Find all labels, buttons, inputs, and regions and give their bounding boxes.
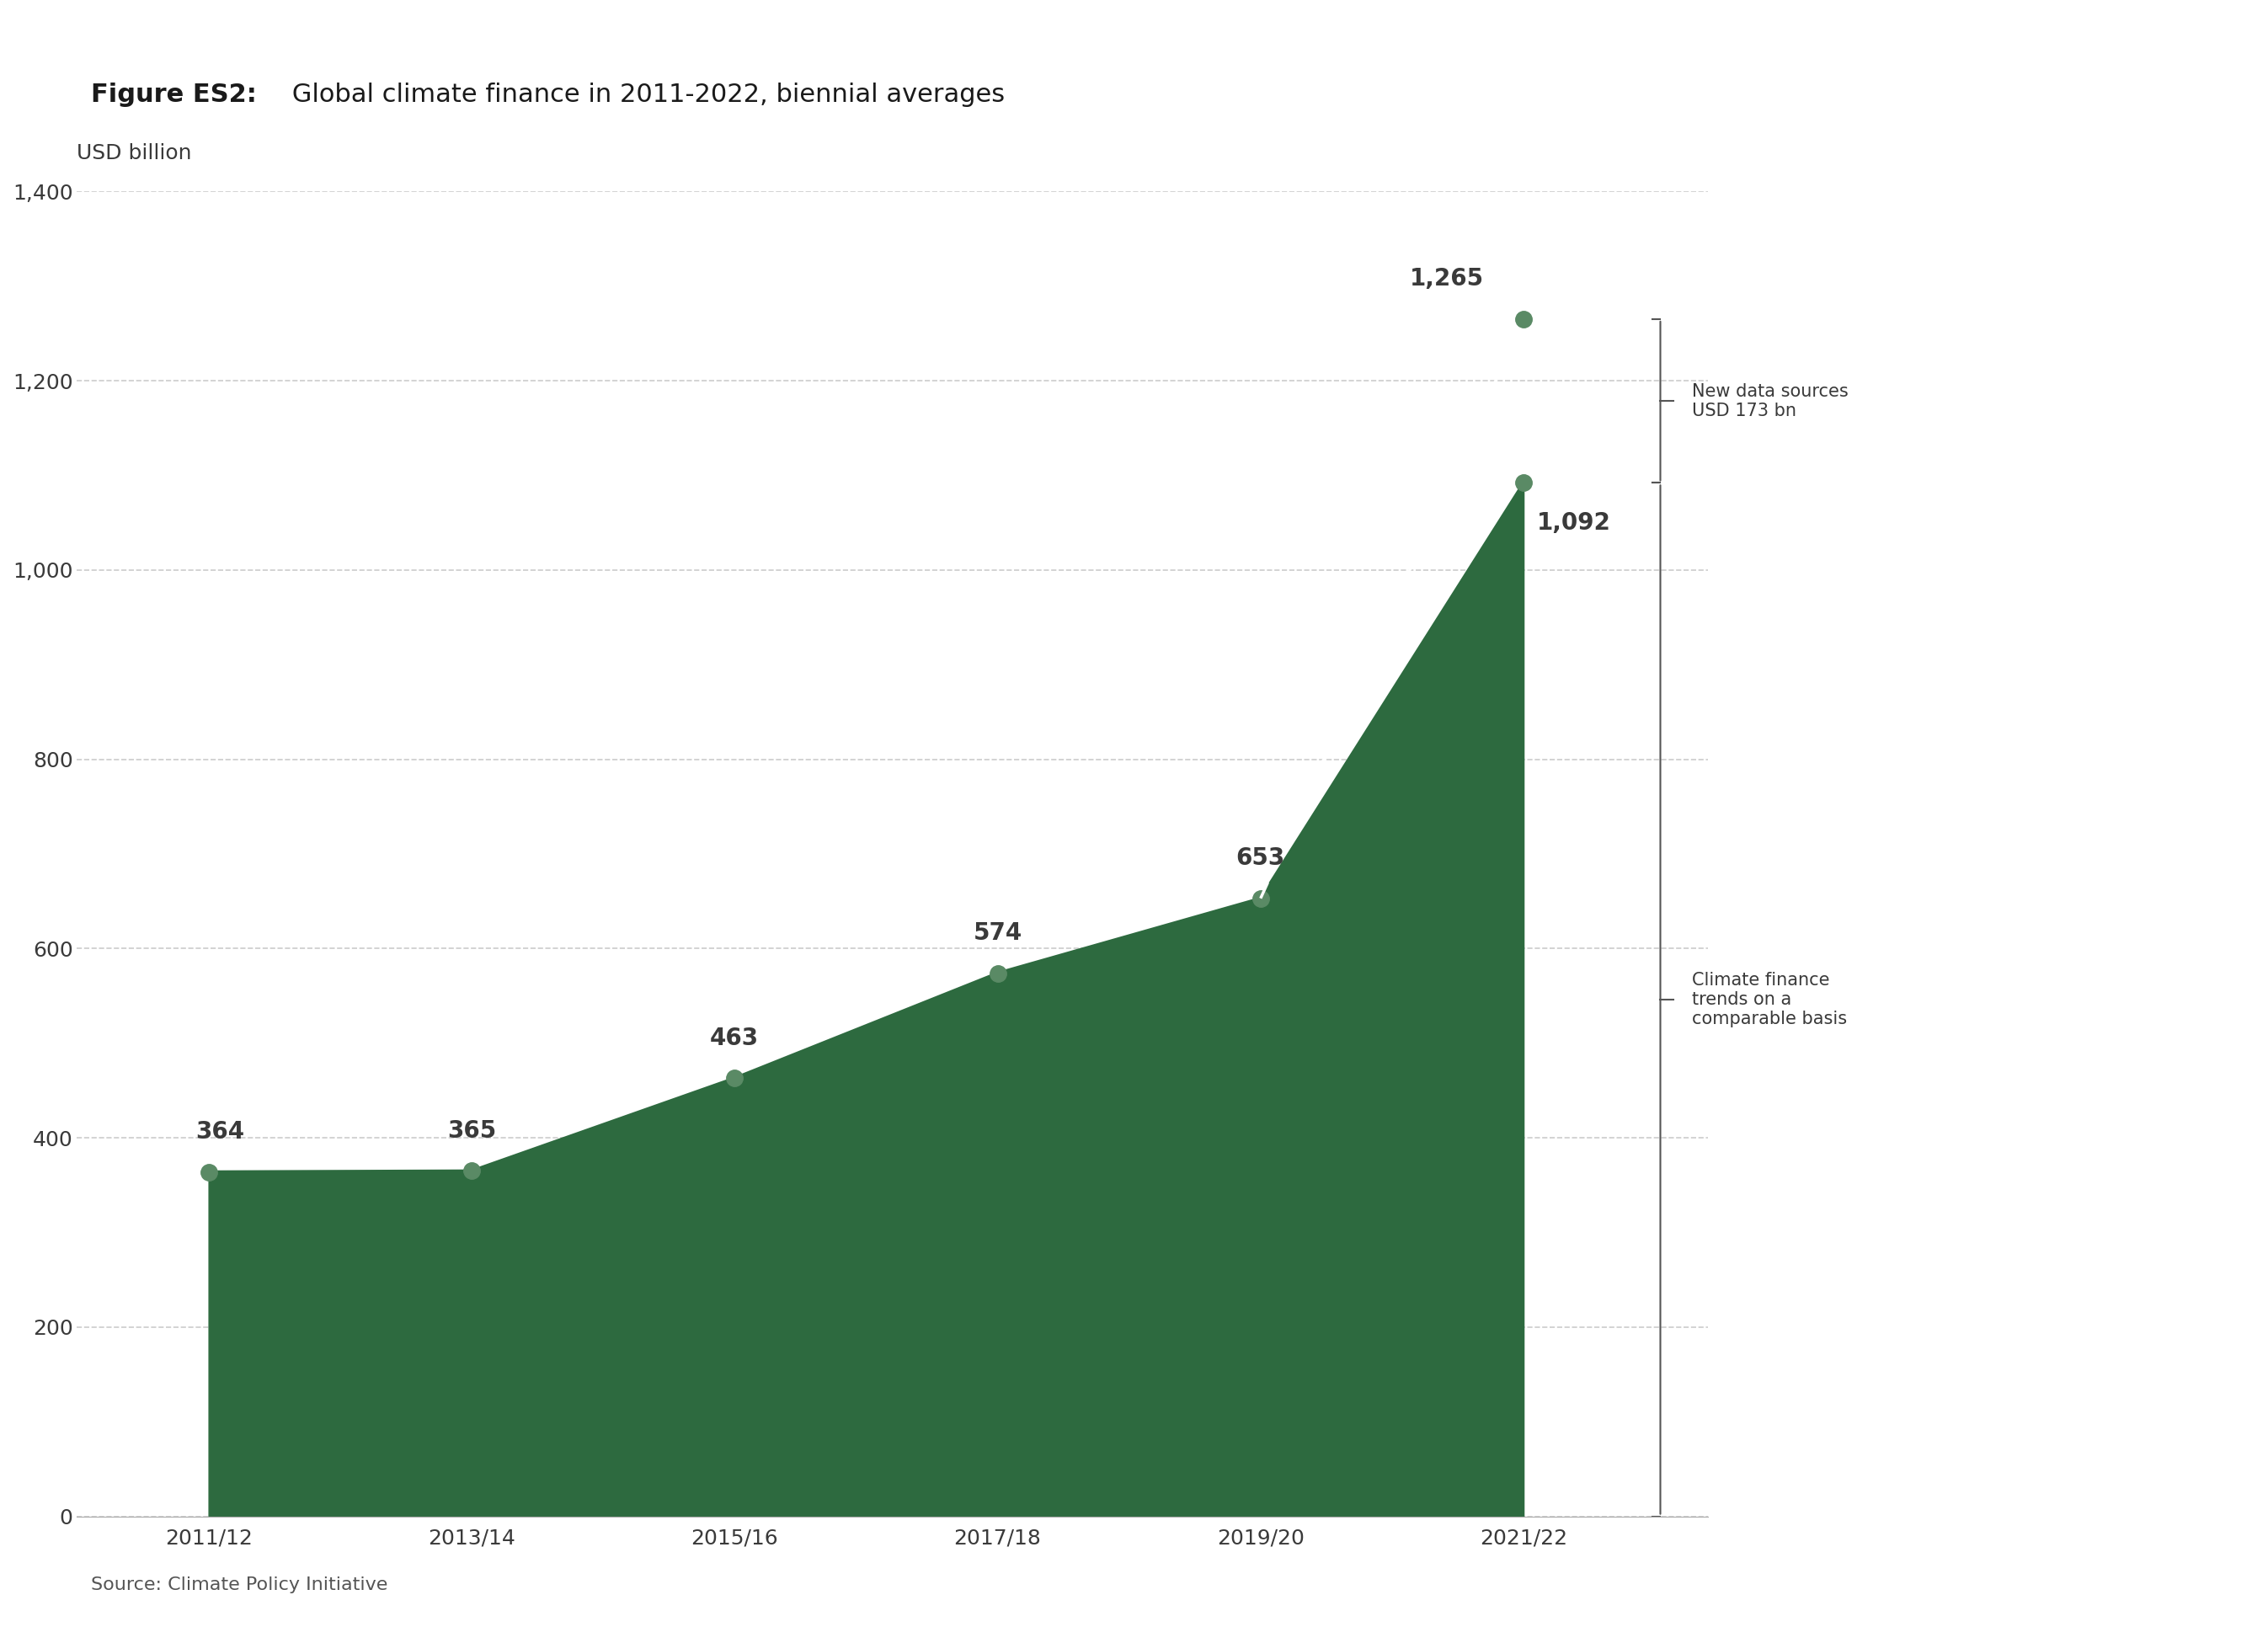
Text: Figure ES2:: Figure ES2: <box>91 82 256 107</box>
Text: Climate finance
trends on a
comparable basis: Climate finance trends on a comparable b… <box>1692 971 1846 1027</box>
Text: 1,092: 1,092 <box>1538 511 1610 536</box>
Text: 365: 365 <box>447 1119 497 1142</box>
Text: 1,265: 1,265 <box>1411 268 1483 291</box>
Text: Global climate finance in 2011-2022, biennial averages: Global climate finance in 2011-2022, bie… <box>284 82 1005 107</box>
Text: 653: 653 <box>1236 846 1286 869</box>
Text: Source: Climate Policy Initiative: Source: Climate Policy Initiative <box>91 1577 388 1594</box>
Text: 574: 574 <box>973 922 1023 945</box>
Text: USD billion: USD billion <box>77 143 193 163</box>
Text: 364: 364 <box>195 1121 245 1144</box>
Text: 463: 463 <box>710 1027 760 1050</box>
Text: New data sources
USD 173 bn: New data sources USD 173 bn <box>1692 383 1848 419</box>
